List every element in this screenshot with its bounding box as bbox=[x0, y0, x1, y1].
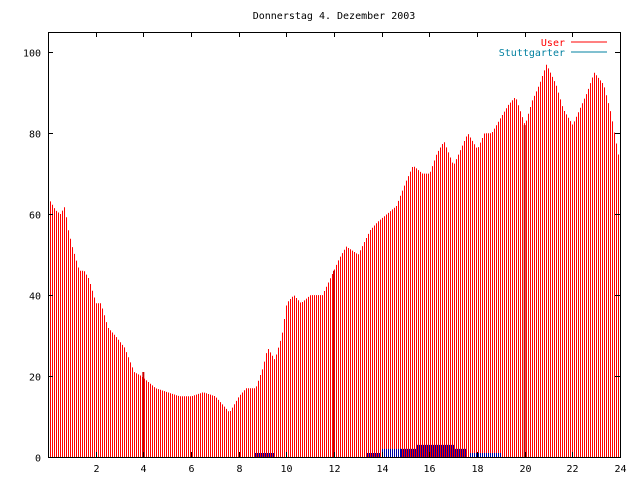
x-tick-label: 2 bbox=[93, 464, 99, 475]
x-tick-label: 4 bbox=[140, 464, 146, 475]
x-tick-label: 24 bbox=[614, 464, 626, 475]
impulses-layer bbox=[48, 64, 621, 457]
y-tick-label: 60 bbox=[29, 211, 41, 222]
x-tick-label: 22 bbox=[566, 464, 578, 475]
x-tick-label: 16 bbox=[423, 464, 435, 475]
x-tick-label: 6 bbox=[188, 464, 194, 475]
x-tick-label: 18 bbox=[471, 464, 483, 475]
y-tick-label: 100 bbox=[23, 49, 41, 60]
y-tick-label: 80 bbox=[29, 130, 41, 141]
y-tick-label: 20 bbox=[29, 373, 41, 384]
x-tick-label: 10 bbox=[280, 464, 292, 475]
x-tick-label: 14 bbox=[376, 464, 388, 475]
x-tick-label: 12 bbox=[328, 464, 340, 475]
y-tick-label: 40 bbox=[29, 292, 41, 303]
x-tick-label: 20 bbox=[519, 464, 531, 475]
legend-label-user: User bbox=[541, 38, 565, 49]
chart-title: Donnerstag 4. Dezember 2003 bbox=[253, 11, 416, 22]
y-tick-label: 0 bbox=[35, 454, 41, 465]
legend-label-stuttgarter: Stuttgarter bbox=[499, 48, 565, 59]
legend: User Stuttgarter bbox=[499, 38, 607, 59]
x-tick-label: 8 bbox=[236, 464, 242, 475]
